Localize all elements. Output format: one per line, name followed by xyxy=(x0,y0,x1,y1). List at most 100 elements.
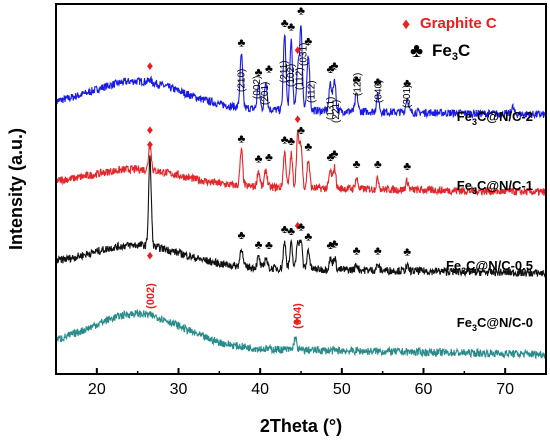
fe3c-marker: ♣ xyxy=(331,236,339,250)
legend-fe3c-label-tail: C xyxy=(458,41,470,60)
fe3c-marker: ♣ xyxy=(374,157,382,171)
fe3c-marker: ♣ xyxy=(255,65,263,79)
legend-graphite-marker: ♦ xyxy=(402,16,410,33)
series-label-main: Fe xyxy=(457,178,472,193)
series-label-main: Fe xyxy=(446,258,461,273)
legend-fe3c-marker: ♣ xyxy=(410,40,423,62)
fe3c-marker: ♣ xyxy=(304,34,312,48)
hkl-label: (221) xyxy=(331,100,342,123)
series-label-sub: 3 xyxy=(461,266,466,276)
hkl-label: (211) xyxy=(279,60,290,83)
graphite-marker: ♦ xyxy=(147,58,154,73)
series-label-sub: 3 xyxy=(472,117,477,127)
fe3c-marker: ♣ xyxy=(281,222,289,236)
fe3c-marker: ♣ xyxy=(265,238,273,252)
fe3c-marker: ♣ xyxy=(297,4,305,18)
fe3c-marker: ♣ xyxy=(265,62,273,76)
fe3c-marker: ♣ xyxy=(403,159,411,173)
legend-graphite-label: Graphite C xyxy=(420,15,497,32)
fe3c-marker: ♣ xyxy=(374,243,382,257)
series-label-sub: 3 xyxy=(472,186,477,196)
fe3c-marker: ♣ xyxy=(331,58,339,72)
hkl-label: (201) xyxy=(260,82,271,105)
legend-fe3c-label: Fe3C xyxy=(432,41,470,63)
legend: ♦ Graphite C ♣ Fe3C xyxy=(402,15,497,63)
fe3c-marker: ♣ xyxy=(403,76,411,90)
fe3c-marker: ♣ xyxy=(255,151,263,165)
series-labels: Fe3C@N/C-2Fe3C@N/C-1Fe3C@N/C-0.5Fe3C@N/C… xyxy=(446,109,533,333)
hkl-label: (040) xyxy=(374,80,385,103)
fe3c-marker: ♣ xyxy=(237,35,245,49)
x-tick-label: 50 xyxy=(333,381,351,398)
graphite-hkl-label: (004) xyxy=(292,303,304,329)
series-label-tail: C@N/C-0.5 xyxy=(466,258,533,273)
series-label-s2: Fe3C@N/C-2 xyxy=(457,109,533,127)
fe3c-marker: ♣ xyxy=(353,157,361,171)
series-label-s05: Fe3C@N/C-0.5 xyxy=(446,258,533,276)
series-layer xyxy=(55,25,547,360)
graphite-marker: ♦ xyxy=(147,136,154,151)
fe3c-marker: ♣ xyxy=(374,74,382,88)
series-label-sub: 3 xyxy=(472,323,477,333)
hkl-labels: (210) (002)(201)(211)(102)(112)(031)(112)… xyxy=(145,43,413,329)
series-label-tail: C@N/C-1 xyxy=(477,178,533,193)
fe3c-marker: ♣ xyxy=(297,123,305,137)
hkl-label: (112) xyxy=(307,80,318,103)
series-label-main: Fe xyxy=(457,315,472,330)
fe3c-marker: ♣ xyxy=(265,150,273,164)
hkl-label: (131) xyxy=(325,97,336,120)
marker-layer: ♦♦♣♣ ♣♣♣♣♣♣♣♣ ♣ ♣♦♦♣♣ ♣♣♣♣♣♣♣♣ ♣ ♣♦♦♣♣ ♣♣♣ ♣♣♣♣♣… xyxy=(147,4,412,329)
fe3c-marker: ♣ xyxy=(326,62,334,76)
hkl-label: (301) xyxy=(402,85,413,108)
series-label-tail: C@N/C-2 xyxy=(477,109,533,124)
fe3c-marker: ♣ xyxy=(237,228,245,242)
fe3c-marker: ♣ xyxy=(297,219,305,233)
series-line-s2 xyxy=(55,25,547,120)
fe3c-marker: ♣ xyxy=(287,134,295,148)
hkl-label: (210) xyxy=(236,69,247,92)
fe3c-marker: ♣ xyxy=(255,238,263,252)
fe3c-marker: ♣ xyxy=(326,238,334,252)
x-tick-label: 40 xyxy=(251,381,269,398)
series-line-s1 xyxy=(55,129,547,197)
y-axis-label: Intensity (a.u.) xyxy=(6,128,26,250)
graphite-marker: ♦ xyxy=(147,248,154,263)
legend-fe3c-label-sub: 3 xyxy=(452,51,458,63)
series-line-s0 xyxy=(55,308,547,360)
fe3c-marker: ♣ xyxy=(304,140,312,154)
hkl-label: (102) xyxy=(286,64,297,87)
graphite-marker: ♦ xyxy=(294,42,301,57)
fe3c-marker: ♣ xyxy=(237,131,245,145)
hkl-label: (031) xyxy=(298,43,309,66)
series-line-s05 xyxy=(55,155,547,279)
graphite-marker: ♦ xyxy=(147,122,154,137)
legend-fe3c-label-main: Fe xyxy=(432,41,452,60)
fe3c-marker: ♣ xyxy=(287,224,295,238)
x-axis-label: 2Theta (°) xyxy=(260,416,342,436)
series-label-s1: Fe3C@N/C-1 xyxy=(457,178,533,196)
hkl-label: (122) xyxy=(352,73,363,96)
fe3c-marker: ♣ xyxy=(281,132,289,146)
fe3c-marker: ♣ xyxy=(281,16,289,30)
fe3c-marker: ♣ xyxy=(353,73,361,87)
fe3c-marker: ♣ xyxy=(353,243,361,257)
x-tick-label: 70 xyxy=(496,381,514,398)
graphite-marker: ♦ xyxy=(294,313,301,328)
hkl-label: (002) xyxy=(252,76,263,99)
x-tick-label: 20 xyxy=(88,381,106,398)
graphite-marker: ♦ xyxy=(294,217,301,232)
graphite-hkl-label: (002) xyxy=(145,283,157,309)
series-label-s0: Fe3C@N/C-0 xyxy=(457,315,533,333)
fe3c-marker: ♣ xyxy=(287,20,295,34)
x-tick-label: 60 xyxy=(415,381,433,398)
graphite-marker: ♦ xyxy=(294,111,301,126)
series-label-tail: C@N/C-0 xyxy=(477,315,533,330)
hkl-label: (112) xyxy=(294,67,305,90)
fe3c-marker: ♣ xyxy=(331,146,339,160)
series-label-main: Fe xyxy=(457,109,472,124)
fe3c-marker: ♣ xyxy=(304,229,312,243)
fe3c-marker: ♣ xyxy=(326,150,334,164)
fe3c-marker: ♣ xyxy=(403,245,411,259)
x-ticks: 20 30 40 50 60 70 xyxy=(55,368,547,398)
